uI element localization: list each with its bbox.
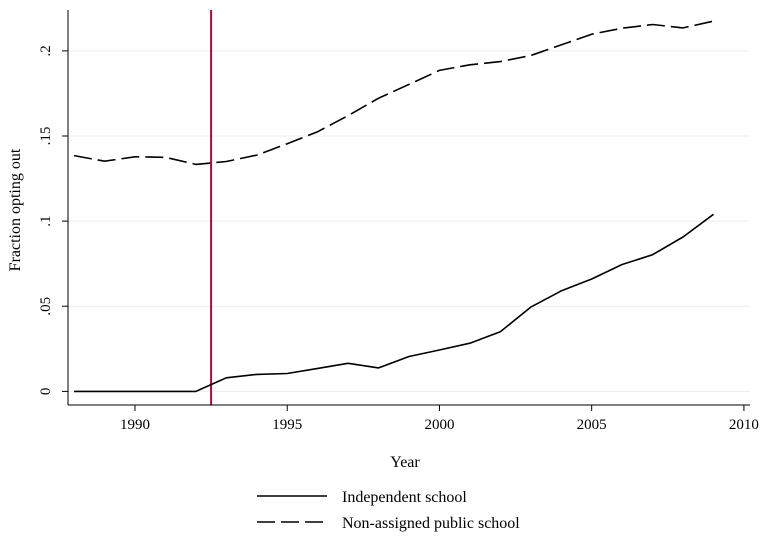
legend: Independent school Non-assigned public s… [257,489,520,532]
x-axis-ticks: 1990 1995 2000 2005 2010 [120,405,759,433]
gridlines [68,50,750,392]
y-tick-label-3: .15 [38,127,54,146]
y-tick-label-0: 0 [38,388,54,396]
x-tick-label-3: 2005 [577,417,607,433]
x-tick-label-1: 1995 [272,417,302,433]
y-axis-ticks: 0 .05 .1 .15 .2 [38,45,68,395]
series-line-non-assigned-public-school [73,20,714,166]
x-tick-label-0: 1990 [120,417,150,433]
series-line-independent-school [74,213,714,393]
y-tick-label-1: .05 [38,297,54,316]
legend-label-non-assigned-public-school: Non-assigned public school [342,515,520,532]
legend-label-independent-school: Independent school [342,489,467,506]
y-tick-label-4: .2 [38,45,54,56]
axes [67,10,750,406]
y-tick-label-2: .1 [38,215,54,226]
x-tick-label-4: 2010 [729,417,759,433]
x-axis-title: Year [390,454,420,471]
series-lines [73,20,714,393]
y-axis-title: Fraction opting out [7,148,24,271]
x-tick-label-2: 2000 [424,417,454,433]
